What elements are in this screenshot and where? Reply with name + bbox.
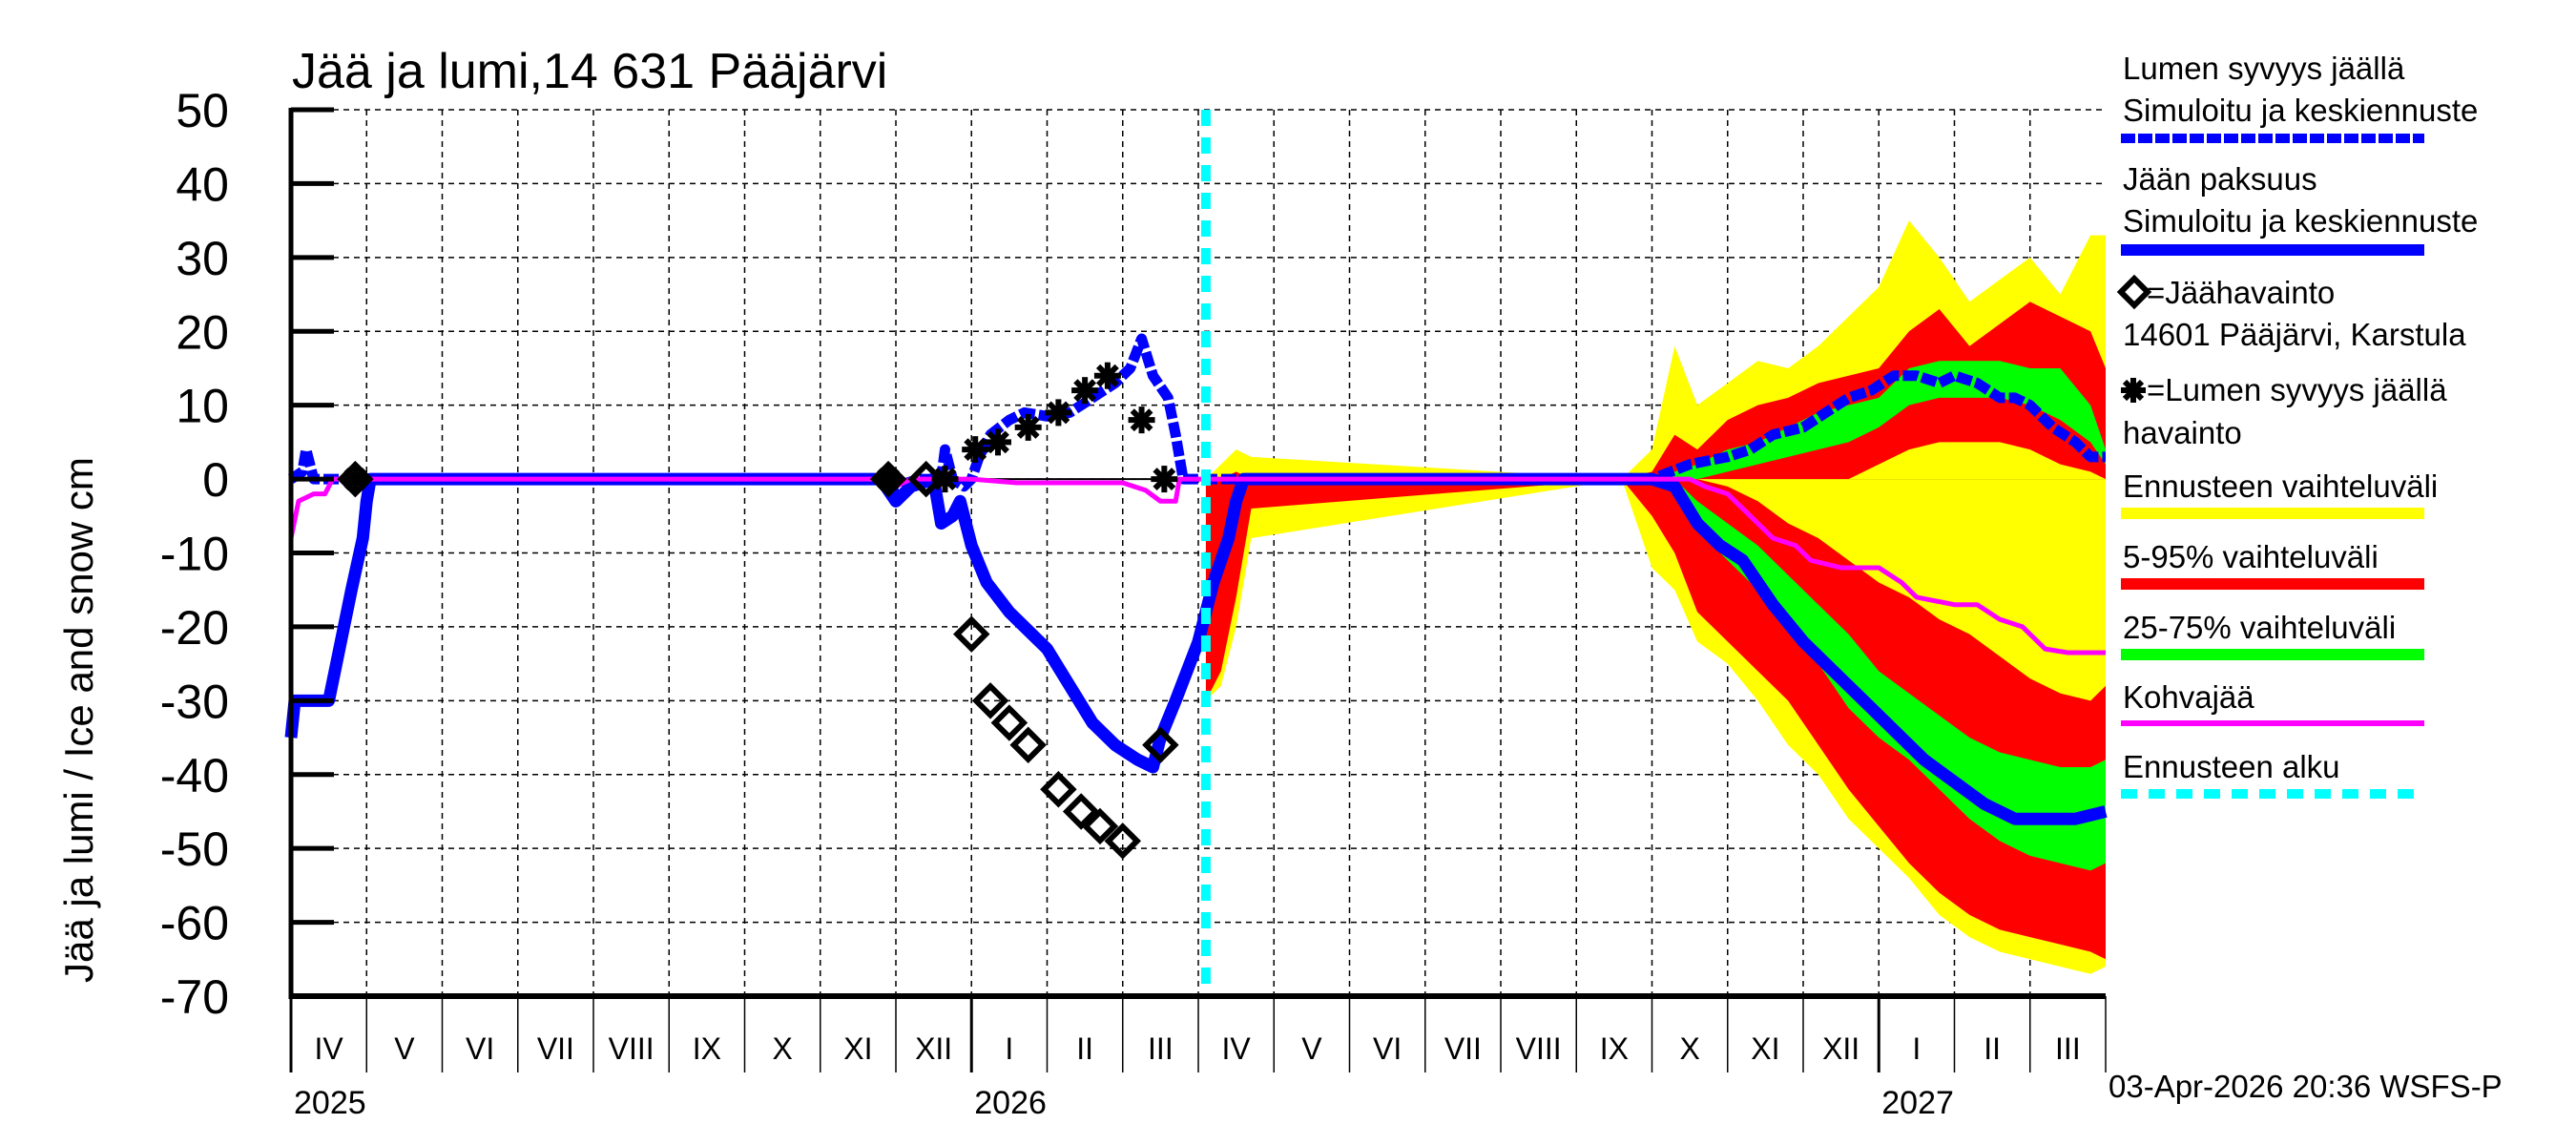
timestamp: 03-Apr-2026 20:36 WSFS-P bbox=[2109, 1069, 2503, 1104]
snow-observation-asterisk bbox=[1071, 377, 1099, 405]
y-tick-label: 30 bbox=[176, 232, 229, 285]
x-month-label: X bbox=[1679, 1031, 1699, 1066]
y-tick-label: -20 bbox=[160, 601, 229, 655]
x-year-label: 2027 bbox=[1881, 1085, 1954, 1121]
x-month-label: I bbox=[1005, 1031, 1013, 1066]
x-month-labels: IV V VI VII VIII IX X XI XII I II III IV V VI VII VIII IX… bbox=[289, 996, 2107, 1121]
snow-observation-asterisk bbox=[1093, 362, 1121, 389]
legend-snow-obs-line1: =Lumen syvyys jäällä bbox=[2147, 372, 2447, 407]
x-month-label: XII bbox=[1822, 1031, 1859, 1066]
x-month-label: IV bbox=[1222, 1031, 1252, 1066]
snow-band-5-95 bbox=[1205, 302, 2106, 480]
y-axis-label: Jää ja lumi / Ice and snow cm bbox=[56, 457, 101, 983]
y-tick-label: 20 bbox=[176, 305, 229, 359]
ice-observation-diamond bbox=[1062, 793, 1100, 830]
snow-observation-asterisk bbox=[1151, 466, 1178, 493]
x-month-label: II bbox=[1076, 1031, 1093, 1066]
x-month-label: VI bbox=[1373, 1031, 1402, 1066]
ice-band-25-75 bbox=[1205, 479, 2106, 871]
ice-observation-diamond bbox=[1081, 807, 1119, 845]
snow-observation-asterisk bbox=[342, 466, 369, 493]
x-month-label: V bbox=[1301, 1031, 1322, 1066]
legend-5-95: 5-95% vaihteluväli bbox=[2123, 539, 2379, 574]
snow-observation-asterisk bbox=[1128, 406, 1155, 434]
ice-observation-diamond bbox=[337, 460, 374, 498]
snow-observation-asterisk bbox=[984, 428, 1011, 456]
snow-observation-asterisk bbox=[962, 436, 989, 464]
legend-asterisk-icon bbox=[2121, 378, 2146, 403]
x-month-label: III bbox=[1148, 1031, 1174, 1066]
y-tick-label: 10 bbox=[176, 380, 229, 433]
x-month-label: XII bbox=[915, 1031, 952, 1066]
legend-full-range: Ennusteen vaihteluväli bbox=[2123, 468, 2438, 504]
snow-observation-asterisk bbox=[1045, 399, 1072, 427]
legend-diamond-icon bbox=[2116, 274, 2152, 310]
y-tick-label: 40 bbox=[176, 157, 229, 211]
x-month-label: VIII bbox=[1516, 1031, 1562, 1066]
y-tick-labels: 50 40 30 20 10 0 -10 -20 -30 -40 -50 -60 -70 bbox=[160, 84, 229, 1024]
ice-observation-diamond bbox=[1142, 726, 1179, 764]
legend-ice-obs-line2: 14601 Pääjärvi, Karstula bbox=[2123, 317, 2466, 352]
y-tick-label: 50 bbox=[176, 84, 229, 137]
y-tick-label: -30 bbox=[160, 675, 229, 728]
x-month-label: V bbox=[394, 1031, 415, 1066]
legend-ice-obs-line1: =Jäähavainto bbox=[2147, 275, 2335, 310]
ice-band-5-95 bbox=[1205, 479, 2106, 960]
y-tick-label: -50 bbox=[160, 822, 229, 876]
x-month-label: XI bbox=[1751, 1031, 1779, 1066]
forecast-bands bbox=[1205, 220, 2106, 974]
legend-kohvajaa: Kohvajää bbox=[2123, 679, 2254, 715]
x-month-label: IX bbox=[1600, 1031, 1629, 1066]
ice-observation-diamond bbox=[1009, 726, 1047, 764]
snow-observation-asterisk bbox=[875, 466, 903, 493]
snow-band-25-75 bbox=[1205, 361, 2106, 480]
x-month-label: IX bbox=[693, 1031, 721, 1066]
chart-title: Jää ja lumi,14 631 Pääjärvi bbox=[292, 44, 887, 99]
legend: Lumen syvyys jäällä Simuloitu ja keskien… bbox=[2116, 51, 2478, 799]
x-month-label: II bbox=[1984, 1031, 2001, 1066]
ice-observation-diamond bbox=[1104, 822, 1141, 860]
y-tick-label: -60 bbox=[160, 897, 229, 950]
x-month-label: VII bbox=[537, 1031, 574, 1066]
x-month-label: I bbox=[1912, 1031, 1921, 1066]
x-month-label: III bbox=[2055, 1031, 2081, 1066]
y-tick-label: -40 bbox=[160, 749, 229, 802]
x-month-label: IV bbox=[315, 1031, 344, 1066]
snow-observation-asterisk bbox=[1014, 413, 1042, 441]
observation-markers bbox=[337, 362, 1179, 860]
legend-forecast-start: Ennusteen alku bbox=[2123, 749, 2340, 784]
ice-observation-diamond bbox=[1040, 770, 1077, 808]
ice-observation-diamond bbox=[869, 460, 907, 498]
legend-snow-line2: Simuloitu ja keskiennuste bbox=[2123, 93, 2478, 128]
y-tick-label: 0 bbox=[202, 453, 229, 507]
x-month-label: VII bbox=[1444, 1031, 1482, 1066]
legend-25-75: 25-75% vaihteluväli bbox=[2123, 610, 2396, 645]
legend-ice-line2: Simuloitu ja keskiennuste bbox=[2123, 203, 2478, 239]
x-month-label: XI bbox=[843, 1031, 872, 1066]
ice-observation-diamond bbox=[990, 704, 1028, 741]
x-year-label: 2026 bbox=[974, 1085, 1047, 1121]
legend-ice-line1: Jään paksuus bbox=[2123, 161, 2317, 197]
snow-observation-asterisk bbox=[931, 466, 959, 493]
x-month-label: VI bbox=[466, 1031, 494, 1066]
legend-snow-obs-line2: havainto bbox=[2123, 415, 2242, 450]
x-month-label: VIII bbox=[609, 1031, 654, 1066]
ice-observation-diamond bbox=[971, 682, 1009, 719]
y-tick-label: -10 bbox=[160, 528, 229, 581]
x-year-label: 2025 bbox=[294, 1085, 366, 1121]
ice-observation-diamond bbox=[953, 615, 990, 653]
x-month-label: X bbox=[772, 1031, 792, 1066]
y-tick-label: -70 bbox=[160, 970, 229, 1024]
legend-snow-line1: Lumen syvyys jäällä bbox=[2123, 51, 2405, 86]
